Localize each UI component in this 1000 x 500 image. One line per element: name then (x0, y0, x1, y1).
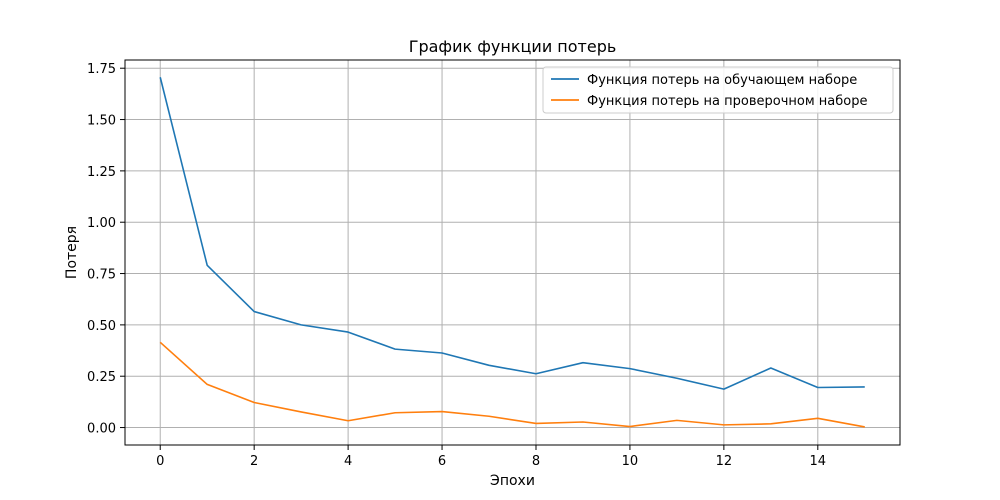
y-tick-label: 1.25 (87, 165, 116, 180)
y-axis-label: Потеря (64, 226, 80, 279)
legend-label-train: Функция потерь на обучающем наборе (587, 73, 857, 88)
x-tick-label: 12 (716, 454, 733, 469)
y-tick-label: 0.00 (87, 422, 116, 437)
axes-frame (124, 59, 901, 446)
x-tick-label: 6 (438, 454, 446, 469)
y-tick-label: 1.00 (87, 216, 116, 231)
x-tick-label: 0 (156, 454, 164, 469)
x-tick-label: 8 (532, 454, 540, 469)
y-tick-label: 0.75 (87, 268, 116, 283)
grid-lines (125, 60, 900, 445)
y-tick-label: 1.50 (87, 114, 116, 129)
legend: Функция потерь на обучающем наборе Функци… (542, 66, 894, 114)
y-tick-label: 0.25 (87, 370, 116, 385)
series-line-validation (159, 341, 865, 428)
series-line-train (159, 77, 865, 390)
y-tick-label: 0.50 (87, 319, 116, 334)
plot-area (125, 60, 900, 445)
x-tick-label: 4 (344, 454, 352, 469)
x-tick-label: 2 (250, 454, 258, 469)
x-axis-label: Эпохи (490, 473, 535, 489)
y-tick-label: 1.75 (87, 62, 116, 77)
x-tick-label: 14 (810, 454, 827, 469)
chart-title: График функции потерь (409, 37, 617, 56)
legend-box (542, 66, 894, 114)
legend-label-validation: Функция потерь на проверочном наборе (587, 94, 867, 109)
x-tick-label: 10 (622, 454, 639, 469)
